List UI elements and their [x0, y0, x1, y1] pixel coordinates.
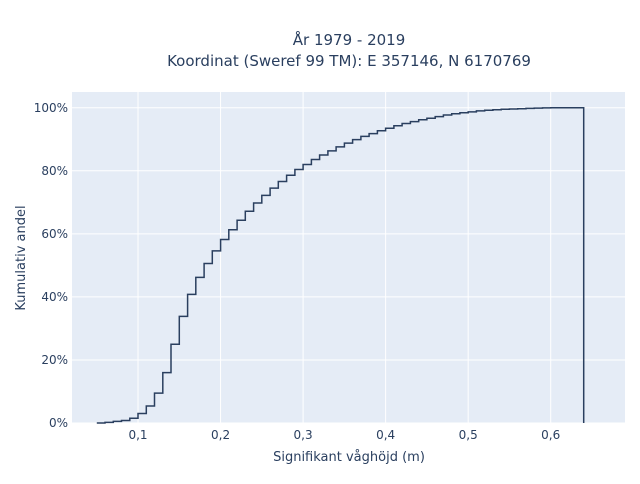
y-tick-label: 40%	[41, 290, 68, 304]
x-tick-label: 0,3	[294, 428, 313, 442]
y-axis-title: Kumulativ andel	[14, 205, 29, 310]
chart-title-line-2: Koordinat (Sweref 99 TM): E 357146, N 61…	[167, 52, 531, 70]
y-tick-label: 20%	[41, 353, 68, 367]
cdf-step-line	[96, 107, 585, 424]
y-tick-label: 60%	[41, 227, 68, 241]
x-axis-title: Signifikant våghöjd (m)	[273, 450, 425, 465]
y-axis-tick-labels: 0% 20% 40% 60% 80% 100%	[34, 101, 68, 430]
grid-layer	[72, 92, 625, 424]
x-tick-label: 0,6	[541, 428, 560, 442]
x-tick-label: 0,1	[128, 428, 147, 442]
chart-title-line-1: År 1979 - 2019	[293, 30, 406, 49]
x-axis-tick-labels: 0,1 0,2 0,3 0,4 0,5 0,6	[128, 428, 560, 442]
plot-area	[72, 92, 625, 423]
y-tick-label: 80%	[41, 164, 68, 178]
x-tick-label: 0,4	[376, 428, 395, 442]
y-tick-label: 0%	[49, 416, 68, 430]
x-tick-label: 0,2	[211, 428, 230, 442]
x-tick-label: 0,5	[459, 428, 478, 442]
y-tick-label: 100%	[34, 101, 68, 115]
